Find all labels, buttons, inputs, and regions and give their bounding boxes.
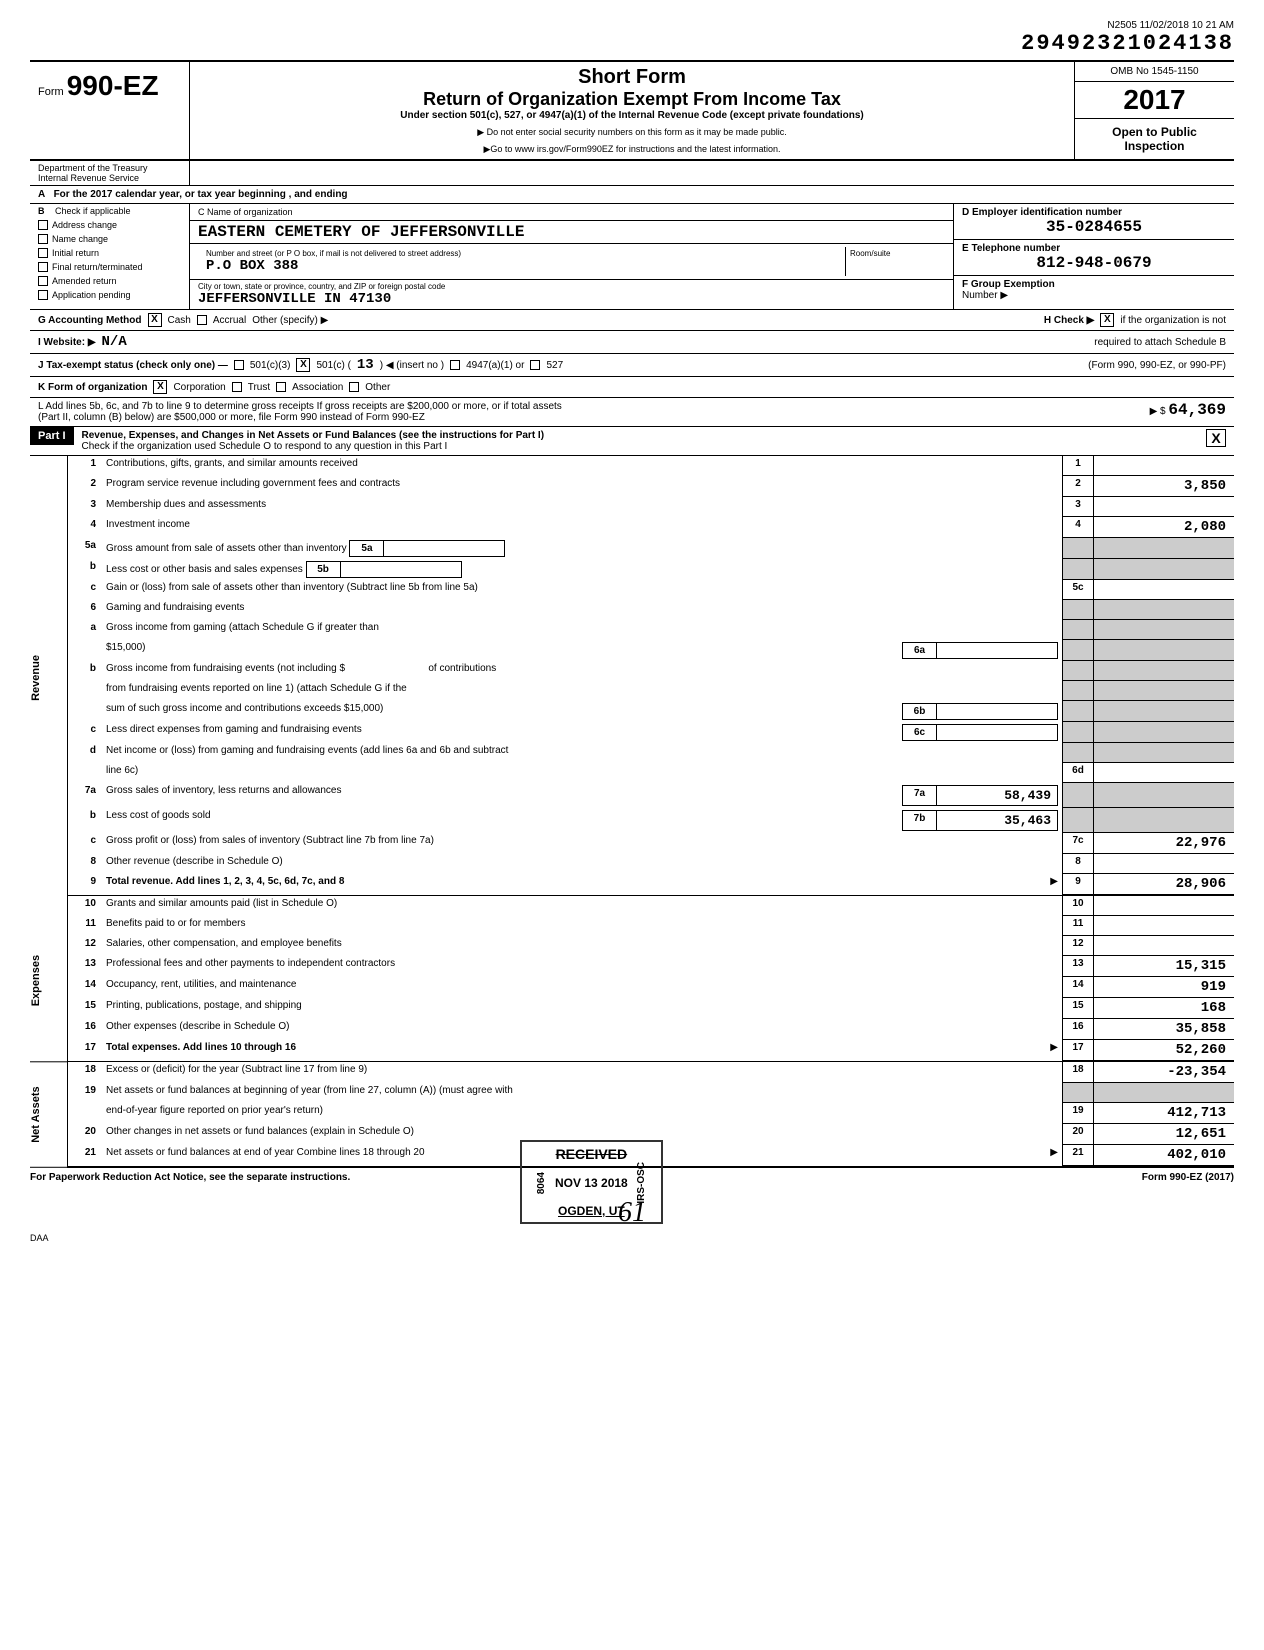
stamp-location: OGDEN, UT [536, 1204, 647, 1218]
line-1-val [1094, 456, 1234, 476]
short-form-label: Short Form [200, 66, 1064, 89]
chk-527[interactable] [530, 360, 540, 370]
org-name-label: C Name of organization [190, 204, 953, 221]
line-k: K Form of organization XCorporation Trus… [30, 377, 1234, 398]
ein: 35-0284655 [962, 218, 1226, 236]
line-18-val: -23,354 [1094, 1062, 1234, 1083]
expenses-label: Expenses [30, 900, 67, 1062]
line-9-val: 28,906 [1094, 874, 1234, 895]
part-1-header: Part I Revenue, Expenses, and Changes in… [30, 427, 1234, 456]
section-sidebar: Revenue Expenses Net Assets [30, 456, 68, 1168]
dln: 29492321024138 [1021, 31, 1234, 56]
form-prefix: Form [38, 86, 64, 98]
gross-receipts: 64,369 [1168, 401, 1226, 419]
line-10-val [1094, 896, 1234, 916]
line-j: J Tax-exempt status (check only one) — 5… [30, 354, 1234, 377]
line-11-val [1094, 916, 1234, 936]
line-13-val: 15,315 [1094, 956, 1234, 977]
line-5c-val [1094, 580, 1234, 600]
col-de: D Employer identification number 35-0284… [954, 204, 1234, 309]
part-1-label: Part I [30, 427, 74, 445]
received-stamp: RECEIVED 8064 NOV 13 2018 IRS-OSC OGDEN,… [520, 1140, 663, 1224]
chk-other-org[interactable] [349, 382, 359, 392]
stamp-date: NOV 13 2018 [555, 1176, 628, 1190]
line-16-val: 35,858 [1094, 1019, 1234, 1040]
chk-address-change[interactable] [38, 220, 48, 230]
daa-mark: DAA [30, 1229, 1234, 1247]
scan-meta: N2505 11/02/2018 10 21 AM 29492321024138 [1021, 20, 1234, 56]
goto-link: ▶Go to www irs.gov/Form990EZ for instruc… [200, 144, 1064, 155]
ssn-warning: ▶ Do not enter social security numbers o… [200, 127, 1064, 138]
chk-trust[interactable] [232, 382, 242, 392]
room-suite: Room/suite [845, 247, 945, 276]
line-6b-val [937, 704, 1057, 719]
chk-final-return[interactable] [38, 262, 48, 272]
chk-4947[interactable] [450, 360, 460, 370]
line-i: I Website: ▶ N/A required to attach Sche… [30, 331, 1234, 354]
open-to-public: Open to Public Inspection [1074, 119, 1234, 159]
form-number-box: Form 990-EZ [30, 62, 190, 159]
line-l: L Add lines 5b, 6c, and 7b to line 9 to … [30, 398, 1234, 427]
chk-accrual[interactable] [197, 315, 207, 325]
org-name: EASTERN CEMETERY OF JEFFERSONVILLE [190, 221, 953, 244]
line-5b-val [341, 562, 461, 577]
title-box: Short Form Return of Organization Exempt… [190, 62, 1074, 159]
line-12-val [1094, 936, 1234, 956]
line-a: A For the 2017 calendar year, or tax yea… [30, 186, 1234, 204]
form-number: 990-EZ [67, 70, 159, 101]
chk-initial-return[interactable] [38, 248, 48, 258]
section-bcd: B Check if applicable Address change Nam… [30, 204, 1234, 310]
line-6a-val [937, 643, 1057, 658]
chk-name-change[interactable] [38, 234, 48, 244]
chk-501c3[interactable] [234, 360, 244, 370]
paperwork-notice: For Paperwork Reduction Act Notice, see … [30, 1172, 350, 1183]
city-state-zip: JEFFERSONVILLE IN 47130 [198, 291, 945, 307]
tax-year: 2017 [1074, 82, 1234, 119]
chk-no-schedule-b[interactable]: X [1100, 313, 1114, 327]
line-6c-val [937, 725, 1057, 740]
line-2-val: 3,850 [1094, 476, 1234, 497]
omb-number: OMB No 1545-1150 [1074, 62, 1234, 82]
line-8-val [1094, 854, 1234, 874]
chk-pending[interactable] [38, 290, 48, 300]
line-7c-val: 22,976 [1094, 833, 1234, 854]
street-address: P.O BOX 388 [206, 258, 837, 274]
telephone: 812-948-0679 [962, 254, 1226, 272]
chk-corporation[interactable]: X [153, 380, 167, 394]
page-header: N2505 11/02/2018 10 21 AM 29492321024138 [30, 20, 1234, 56]
line-20-val: 12,651 [1094, 1124, 1234, 1145]
chk-amended[interactable] [38, 276, 48, 286]
website: N/A [102, 334, 127, 350]
financial-table: Revenue Expenses Net Assets 1Contributio… [30, 456, 1234, 1168]
line-7a-val: 58,439 [937, 786, 1057, 805]
line-21-val: 402,010 [1094, 1145, 1234, 1166]
line-3-val [1094, 497, 1234, 517]
revenue-label: Revenue [30, 456, 67, 900]
line-4-val: 2,080 [1094, 517, 1234, 538]
line-g-h: G Accounting Method X Cash Accrual Other… [30, 310, 1234, 331]
line-19-val: 412,713 [1094, 1103, 1234, 1124]
dept-row: Department of the Treasury Internal Reve… [30, 161, 1234, 186]
form-header: Form 990-EZ Short Form Return of Organiz… [30, 60, 1234, 161]
col-c: C Name of organization EASTERN CEMETERY … [190, 204, 954, 309]
chk-cash[interactable]: X [148, 313, 162, 327]
line-17-val: 52,260 [1094, 1040, 1234, 1061]
501c-insert: 13 [357, 357, 374, 373]
chk-501c[interactable]: X [296, 358, 310, 372]
main-title: Return of Organization Exempt From Incom… [200, 89, 1064, 110]
netassets-label: Net Assets [30, 1062, 67, 1168]
scan-id: N2505 11/02/2018 10 21 AM [1021, 20, 1234, 31]
line-5a-val [384, 541, 504, 556]
form-ref: Form 990-EZ (2017) [1142, 1172, 1234, 1183]
line-14-val: 919 [1094, 977, 1234, 998]
department: Department of the Treasury Internal Reve… [30, 161, 190, 185]
line-7b-val: 35,463 [937, 811, 1057, 830]
chk-association[interactable] [276, 382, 286, 392]
chk-schedule-o[interactable]: X [1206, 429, 1226, 447]
line-6d-val [1094, 763, 1234, 783]
line-15-val: 168 [1094, 998, 1234, 1019]
col-b: B Check if applicable Address change Nam… [30, 204, 190, 309]
right-header-boxes: OMB No 1545-1150 2017 Open to Public Ins… [1074, 62, 1234, 159]
subtitle: Under section 501(c), 527, or 4947(a)(1)… [200, 110, 1064, 121]
